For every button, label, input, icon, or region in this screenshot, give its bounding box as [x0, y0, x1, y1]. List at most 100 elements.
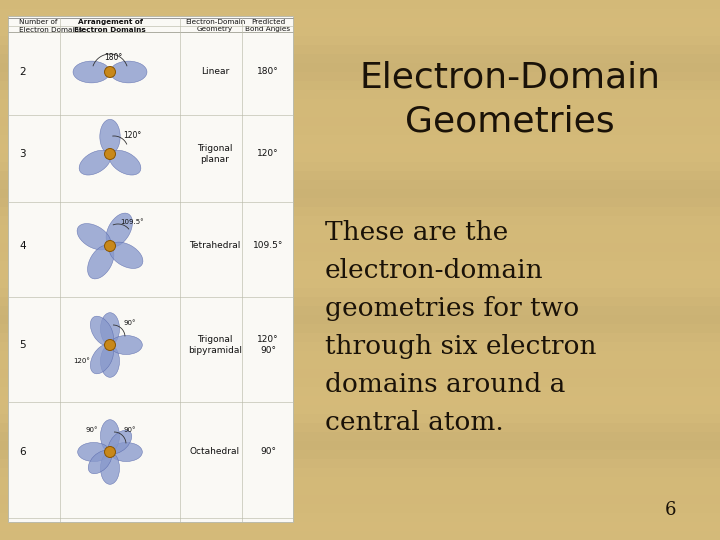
- Ellipse shape: [109, 150, 141, 175]
- Text: 5: 5: [19, 340, 26, 350]
- Text: These are the: These are the: [325, 220, 508, 245]
- Bar: [0, 287, 720, 297]
- Bar: [0, 188, 720, 198]
- Text: 2: 2: [19, 67, 26, 77]
- Bar: [0, 152, 720, 162]
- Bar: [0, 233, 720, 243]
- Ellipse shape: [79, 150, 111, 175]
- Bar: [0, 179, 720, 189]
- Text: central atom.: central atom.: [325, 410, 504, 435]
- Circle shape: [104, 66, 115, 78]
- Ellipse shape: [90, 345, 114, 374]
- Text: through six electron: through six electron: [325, 334, 596, 359]
- Bar: [0, 431, 720, 441]
- Text: 90°: 90°: [86, 427, 98, 433]
- Text: Electron-Domain: Electron-Domain: [359, 60, 660, 94]
- Bar: [0, 512, 720, 522]
- Ellipse shape: [109, 430, 132, 454]
- Text: 3: 3: [19, 149, 26, 159]
- Bar: [0, 449, 720, 459]
- Text: 109.5°: 109.5°: [253, 241, 283, 251]
- Bar: [0, 161, 720, 171]
- Ellipse shape: [90, 316, 114, 346]
- Bar: [0, 35, 720, 45]
- Ellipse shape: [110, 442, 143, 462]
- Ellipse shape: [109, 242, 143, 268]
- Circle shape: [104, 447, 115, 457]
- Text: Octahedral: Octahedral: [190, 448, 240, 456]
- Bar: [0, 476, 720, 486]
- Circle shape: [104, 148, 115, 159]
- Bar: [0, 251, 720, 261]
- Text: 90°: 90°: [124, 320, 136, 326]
- Bar: [0, 125, 720, 135]
- Text: Geometries: Geometries: [405, 105, 615, 139]
- Bar: [0, 521, 720, 531]
- Circle shape: [104, 240, 115, 252]
- Bar: [0, 44, 720, 54]
- Bar: [0, 467, 720, 477]
- Text: Tetrahedral: Tetrahedral: [189, 241, 240, 251]
- Bar: [0, 368, 720, 378]
- Ellipse shape: [88, 245, 114, 279]
- Text: Linear: Linear: [201, 68, 229, 77]
- Bar: [0, 62, 720, 72]
- Bar: [0, 296, 720, 306]
- Text: geometries for two: geometries for two: [325, 296, 580, 321]
- Text: 120°
90°: 120° 90°: [257, 335, 279, 355]
- Bar: [0, 206, 720, 216]
- Bar: [0, 80, 720, 90]
- Ellipse shape: [110, 61, 147, 83]
- Bar: [0, 215, 720, 225]
- Bar: [0, 494, 720, 504]
- Text: Arrangement of
Electron Domains: Arrangement of Electron Domains: [74, 19, 146, 32]
- Text: 4: 4: [19, 241, 26, 251]
- Ellipse shape: [100, 119, 120, 154]
- Bar: [0, 359, 720, 369]
- Bar: [0, 314, 720, 324]
- Bar: [0, 197, 720, 207]
- Bar: [0, 0, 720, 9]
- Bar: [0, 53, 720, 63]
- Bar: [0, 107, 720, 117]
- Ellipse shape: [101, 420, 120, 452]
- Text: 90°: 90°: [260, 448, 276, 456]
- Bar: [0, 26, 720, 36]
- Bar: [0, 350, 720, 360]
- Bar: [0, 458, 720, 468]
- Bar: [0, 98, 720, 108]
- Text: Trigonal
bipyramidal: Trigonal bipyramidal: [188, 335, 242, 355]
- Bar: [0, 224, 720, 234]
- Ellipse shape: [101, 345, 120, 377]
- Bar: [0, 440, 720, 450]
- Bar: [0, 323, 720, 333]
- Ellipse shape: [77, 224, 111, 250]
- Bar: [0, 260, 720, 270]
- Bar: [0, 395, 720, 405]
- Bar: [0, 404, 720, 414]
- Text: 109.5°: 109.5°: [120, 219, 144, 225]
- Circle shape: [104, 340, 115, 350]
- Bar: [0, 503, 720, 513]
- Ellipse shape: [101, 452, 120, 484]
- Text: electron-domain: electron-domain: [325, 258, 544, 283]
- Ellipse shape: [73, 61, 110, 83]
- Ellipse shape: [106, 213, 132, 247]
- Ellipse shape: [78, 442, 110, 462]
- Text: 6: 6: [665, 501, 676, 519]
- Bar: [0, 143, 720, 153]
- Bar: [0, 89, 720, 99]
- Bar: [0, 116, 720, 126]
- Bar: [0, 278, 720, 288]
- Bar: [0, 485, 720, 495]
- Bar: [0, 8, 720, 18]
- Text: 120°: 120°: [123, 132, 141, 140]
- Text: domains around a: domains around a: [325, 372, 565, 397]
- Bar: [0, 422, 720, 432]
- Ellipse shape: [101, 313, 120, 345]
- Text: 6: 6: [19, 447, 26, 457]
- Bar: [0, 242, 720, 252]
- Bar: [0, 305, 720, 315]
- Bar: [0, 341, 720, 351]
- Bar: [0, 134, 720, 144]
